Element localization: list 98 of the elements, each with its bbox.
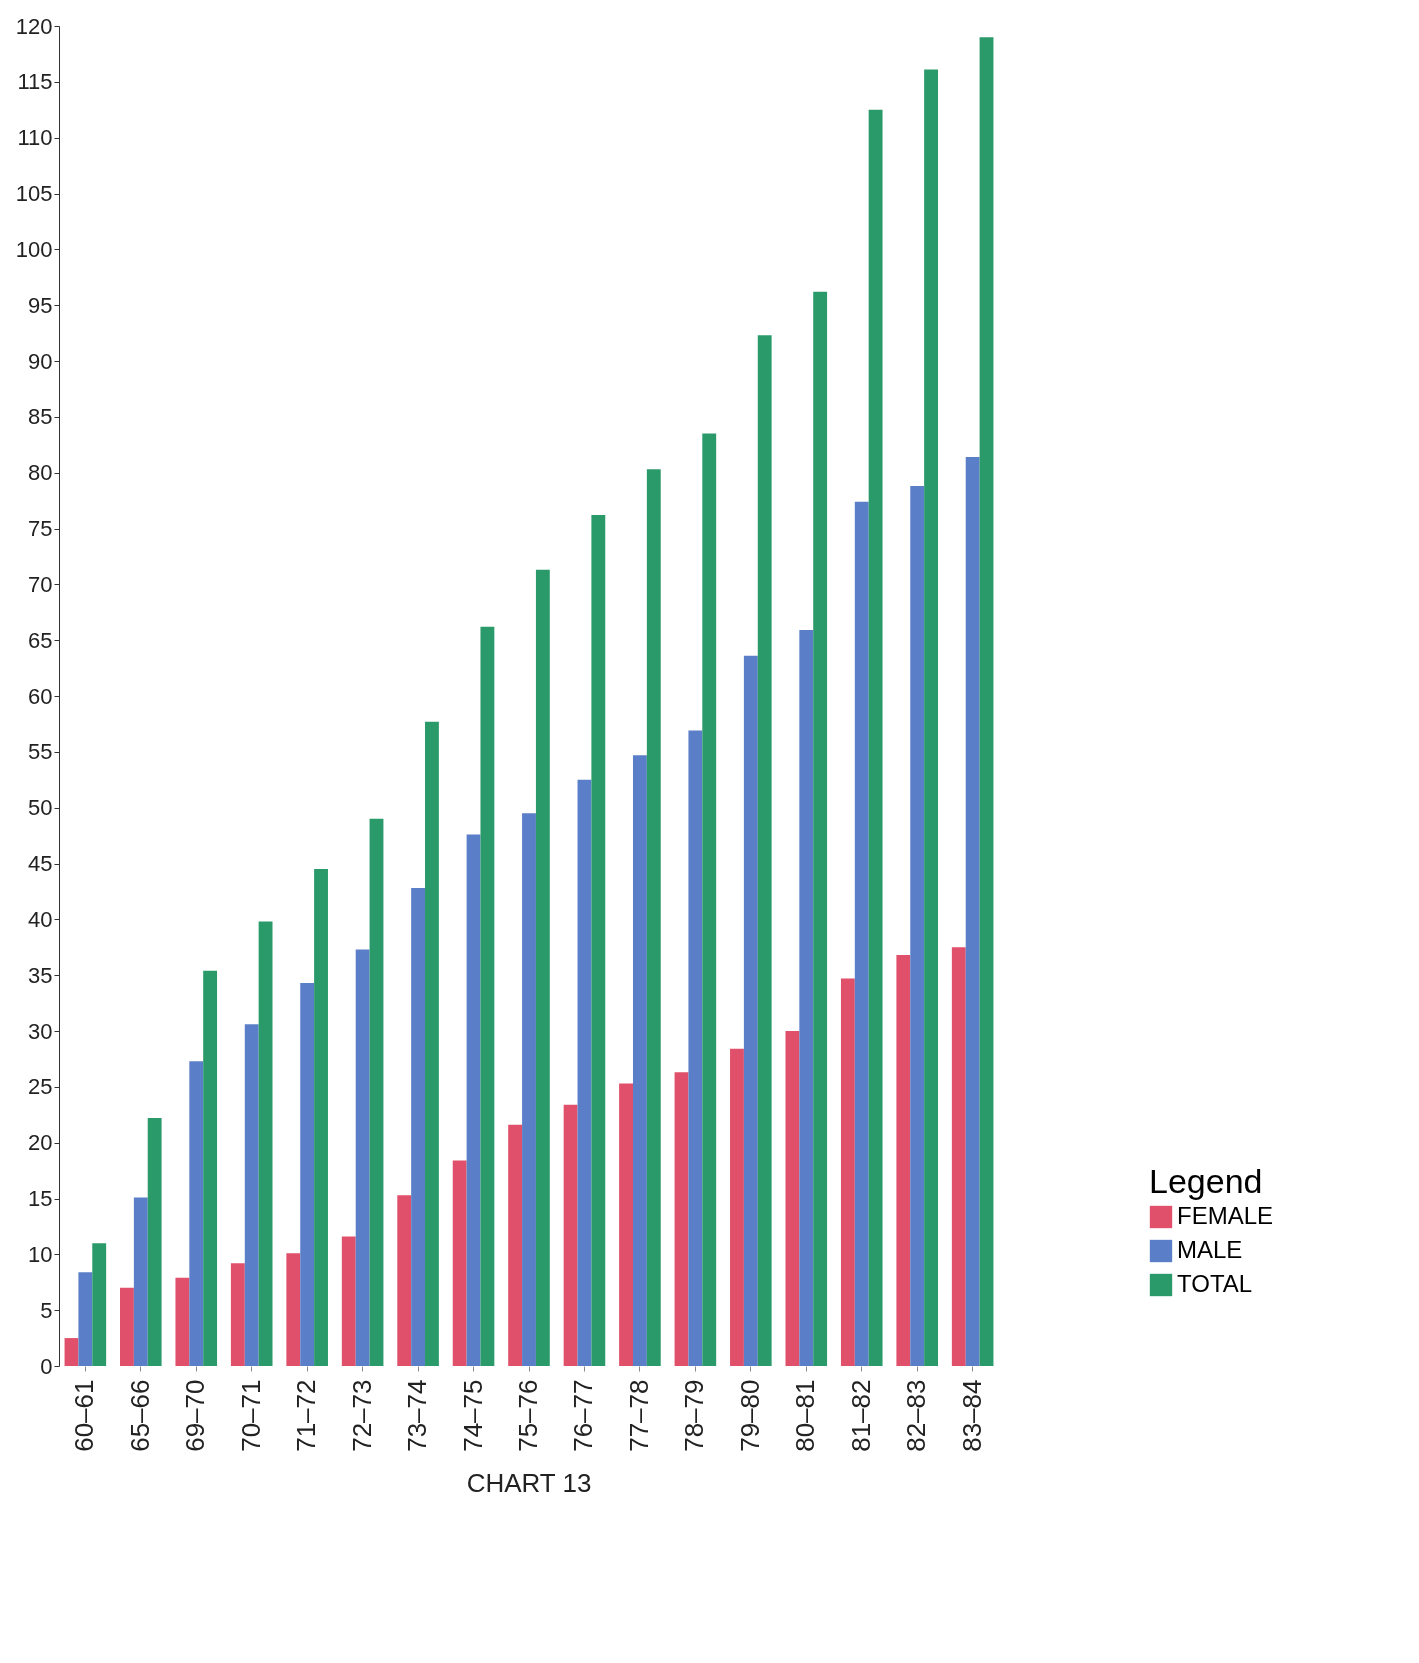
bar [730,1048,744,1366]
bar [757,335,772,1366]
bar [799,630,814,1366]
bar [244,1024,259,1366]
bar [646,469,661,1366]
bar [425,721,439,1366]
legend-label: MALE [1177,1236,1243,1263]
bar [743,655,758,1366]
x-tick-label: 74–75 [457,1379,488,1452]
bar [203,970,218,1366]
x-tick-label: 60–61 [69,1379,100,1452]
bar [286,1253,301,1366]
y-tick-label: 30 [28,1018,53,1044]
x-tick-label: 75–76 [513,1379,543,1452]
y-tick-label: 105 [15,181,53,206]
x-tick-label: 71–72 [291,1379,322,1452]
y-tick-label: 25 [28,1074,53,1100]
x-tick-label: 73–74 [402,1379,433,1452]
bar [965,457,980,1366]
x-tick-label: 81–82 [845,1379,876,1452]
bar [840,978,855,1366]
bar [133,1197,148,1366]
y-tick-label: 55 [28,739,53,765]
y-tick-label: 85 [28,404,53,430]
bar [910,486,925,1366]
bar [78,1272,93,1366]
bar [369,818,384,1366]
y-tick-label: 120 [15,13,53,39]
bar [813,291,828,1366]
bar [896,955,911,1366]
bar [452,1160,467,1366]
y-tick-label: 75 [28,516,53,541]
bar [411,888,426,1366]
y-tick-label: 95 [28,292,53,318]
y-tick-label: 100 [15,236,53,262]
x-tick-label: 77–78 [623,1379,654,1452]
y-tick-label: 80 [28,460,53,486]
y-tick-label: 50 [28,795,53,821]
y-tick-label: 70 [28,571,53,597]
y-tick-label: 5 [40,1297,53,1323]
bar [258,921,273,1366]
x-tick-label: 65–66 [124,1379,155,1452]
bar [785,1031,800,1366]
y-tick-label: 115 [17,69,53,95]
y-tick-label: 0 [40,1353,53,1379]
y-tick-label: 35 [28,962,53,988]
x-tick-label: 80–81 [790,1379,821,1452]
y-tick-label: 65 [28,627,53,653]
legend-title: Legend [1149,1162,1263,1200]
x-tick-label: 69–70 [180,1379,211,1452]
y-tick-label: 60 [28,683,53,709]
y-tick-label: 10 [28,1241,53,1267]
bar [355,949,370,1366]
bar [120,1287,134,1366]
bar [924,69,938,1366]
bar [979,37,994,1366]
y-tick-label: 90 [28,348,53,374]
bar [868,109,883,1366]
legend-label: FEMALE [1177,1202,1274,1229]
bar [591,515,606,1366]
y-tick-label: 45 [28,851,53,876]
x-tick-label: 83–84 [956,1379,987,1452]
caption: CHART 13 [466,1468,592,1499]
y-tick-label: 15 [28,1186,53,1211]
x-tick-label: 70–71 [235,1379,266,1452]
bar [92,1243,107,1366]
bar [397,1195,412,1366]
bar [522,813,536,1366]
bar [508,1124,523,1366]
bar [854,501,869,1366]
bar [674,1072,689,1366]
x-tick-label: 78–79 [679,1379,710,1452]
x-tick-label: 72–73 [346,1379,377,1452]
y-tick-label: 110 [17,125,53,151]
bar [189,1061,204,1366]
bar [466,834,481,1366]
bar [951,947,966,1366]
y-tick-label: 20 [28,1130,53,1156]
bar [577,779,592,1366]
x-tick-label: 76–77 [568,1379,599,1452]
legend-label: TOTAL [1177,1270,1253,1297]
bar [300,982,315,1366]
bar [632,755,647,1366]
x-tick-label: 79–80 [734,1379,765,1452]
bar [230,1263,245,1366]
bar [535,569,550,1366]
bar [147,1118,162,1366]
y-tick-label: 40 [28,906,53,932]
bar [314,869,328,1366]
bar [688,730,703,1366]
bar [619,1083,633,1366]
bar [64,1338,79,1366]
bar [480,626,495,1366]
bar [341,1236,356,1366]
bar [563,1104,578,1366]
x-tick-label: 82–83 [901,1379,932,1452]
bar [702,433,717,1366]
bar [175,1277,190,1366]
